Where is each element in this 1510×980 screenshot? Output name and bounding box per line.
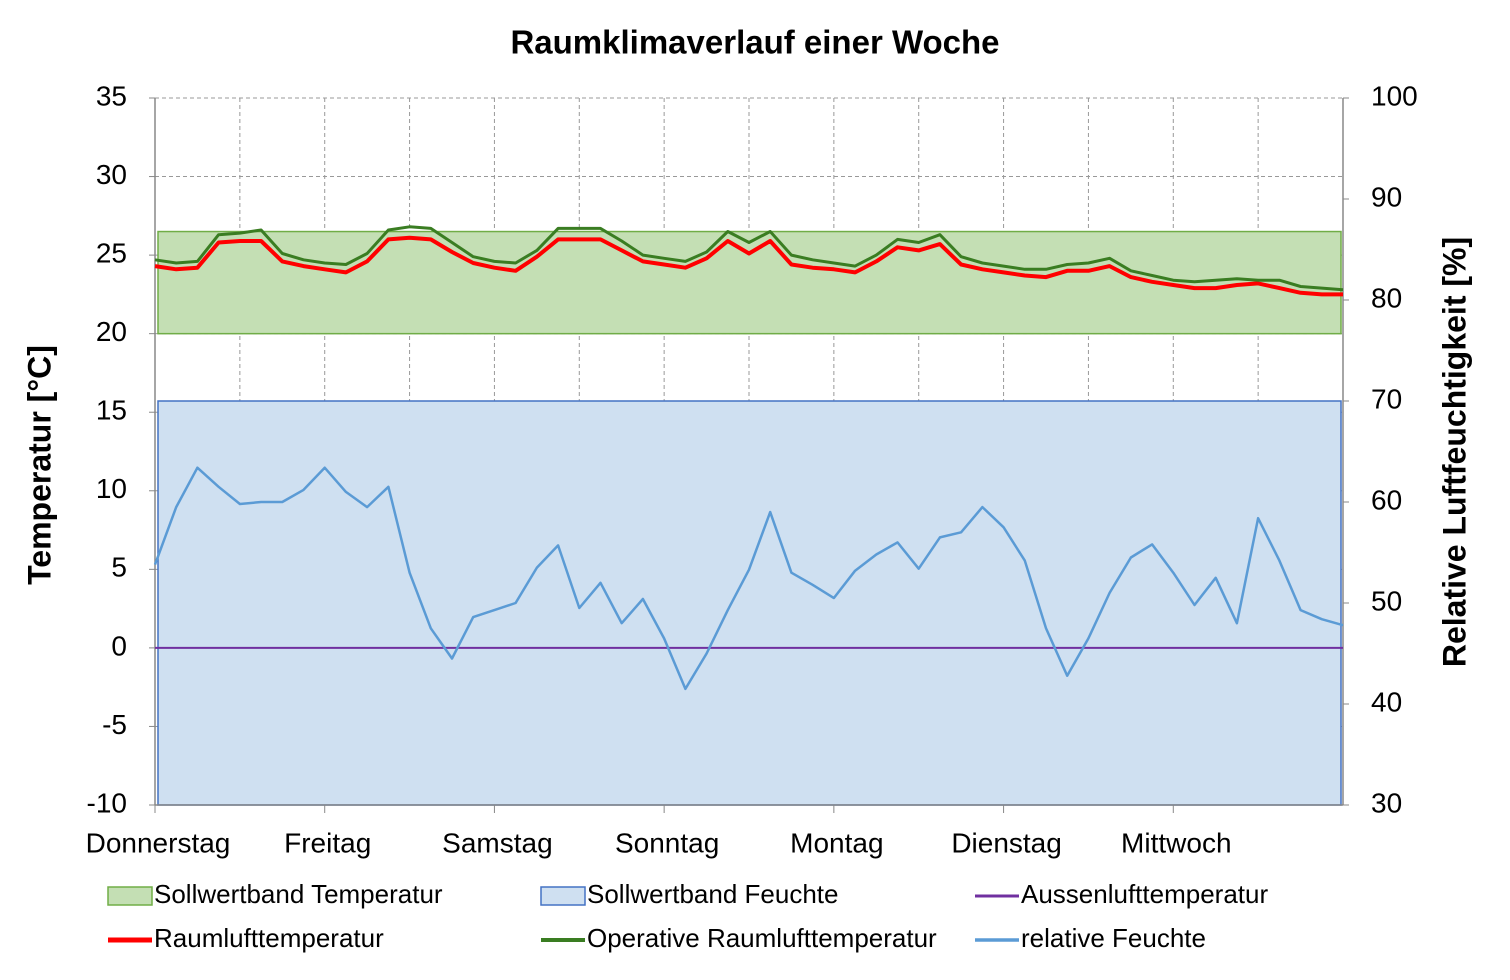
legend-label: Sollwertband Temperatur (154, 879, 443, 909)
y-tick-label: 10 (96, 473, 127, 504)
y2-tick-label: 80 (1371, 282, 1402, 313)
y2-tick-label: 70 (1371, 383, 1402, 414)
legend-label: relative Feuchte (1021, 923, 1206, 953)
y2-tick-label: 50 (1371, 585, 1402, 616)
y-tick-label: 0 (111, 630, 127, 661)
y2-tick-label: 40 (1371, 686, 1402, 717)
y2-tick-label: 60 (1371, 484, 1402, 515)
chart-title: Raumklimaverlauf einer Woche (510, 24, 999, 61)
y2-tick-label: 30 (1371, 787, 1402, 818)
data-line (154, 235, 1343, 297)
legend-label: Raumlufttemperatur (154, 923, 384, 953)
x-tick-label: Montag (790, 827, 883, 858)
legend-label: Aussenlufttemperatur (1021, 879, 1268, 909)
legend-swatch (107, 886, 153, 906)
x-tick-label: Sonntag (615, 827, 719, 858)
y-tick-label: 15 (96, 395, 127, 426)
x-tick-label: Mittwoch (1121, 827, 1231, 858)
legend-swatch (540, 886, 586, 906)
x-tick-label: Freitag (284, 827, 371, 858)
y2-tick-label: 100 (1371, 80, 1418, 111)
legend-label: Operative Raumlufttemperatur (587, 923, 937, 953)
x-tick-label: Donnerstag (86, 827, 231, 858)
y-tick-label: -10 (87, 787, 127, 818)
y-tick-label: -5 (102, 709, 127, 740)
x-tick-label: Dienstag (951, 827, 1062, 858)
x-tick-label: Samstag (442, 827, 553, 858)
target-band (157, 400, 1342, 806)
y-tick-label: 20 (96, 316, 127, 347)
y-tick-label: 5 (111, 552, 127, 583)
y-axis-label: Temperatur [°C] (21, 345, 57, 585)
y-tick-label: 25 (96, 238, 127, 269)
data-line (153, 466, 1344, 691)
legend-label: Sollwertband Feuchte (587, 879, 838, 909)
y-tick-label: 35 (96, 80, 127, 111)
y2-tick-label: 90 (1371, 181, 1402, 212)
y2-axis-label: Relative Luftfeuchtigkeit [%] (1436, 237, 1472, 667)
target-band (157, 230, 1342, 335)
data-line (154, 225, 1344, 292)
y-tick-label: 30 (96, 159, 127, 190)
